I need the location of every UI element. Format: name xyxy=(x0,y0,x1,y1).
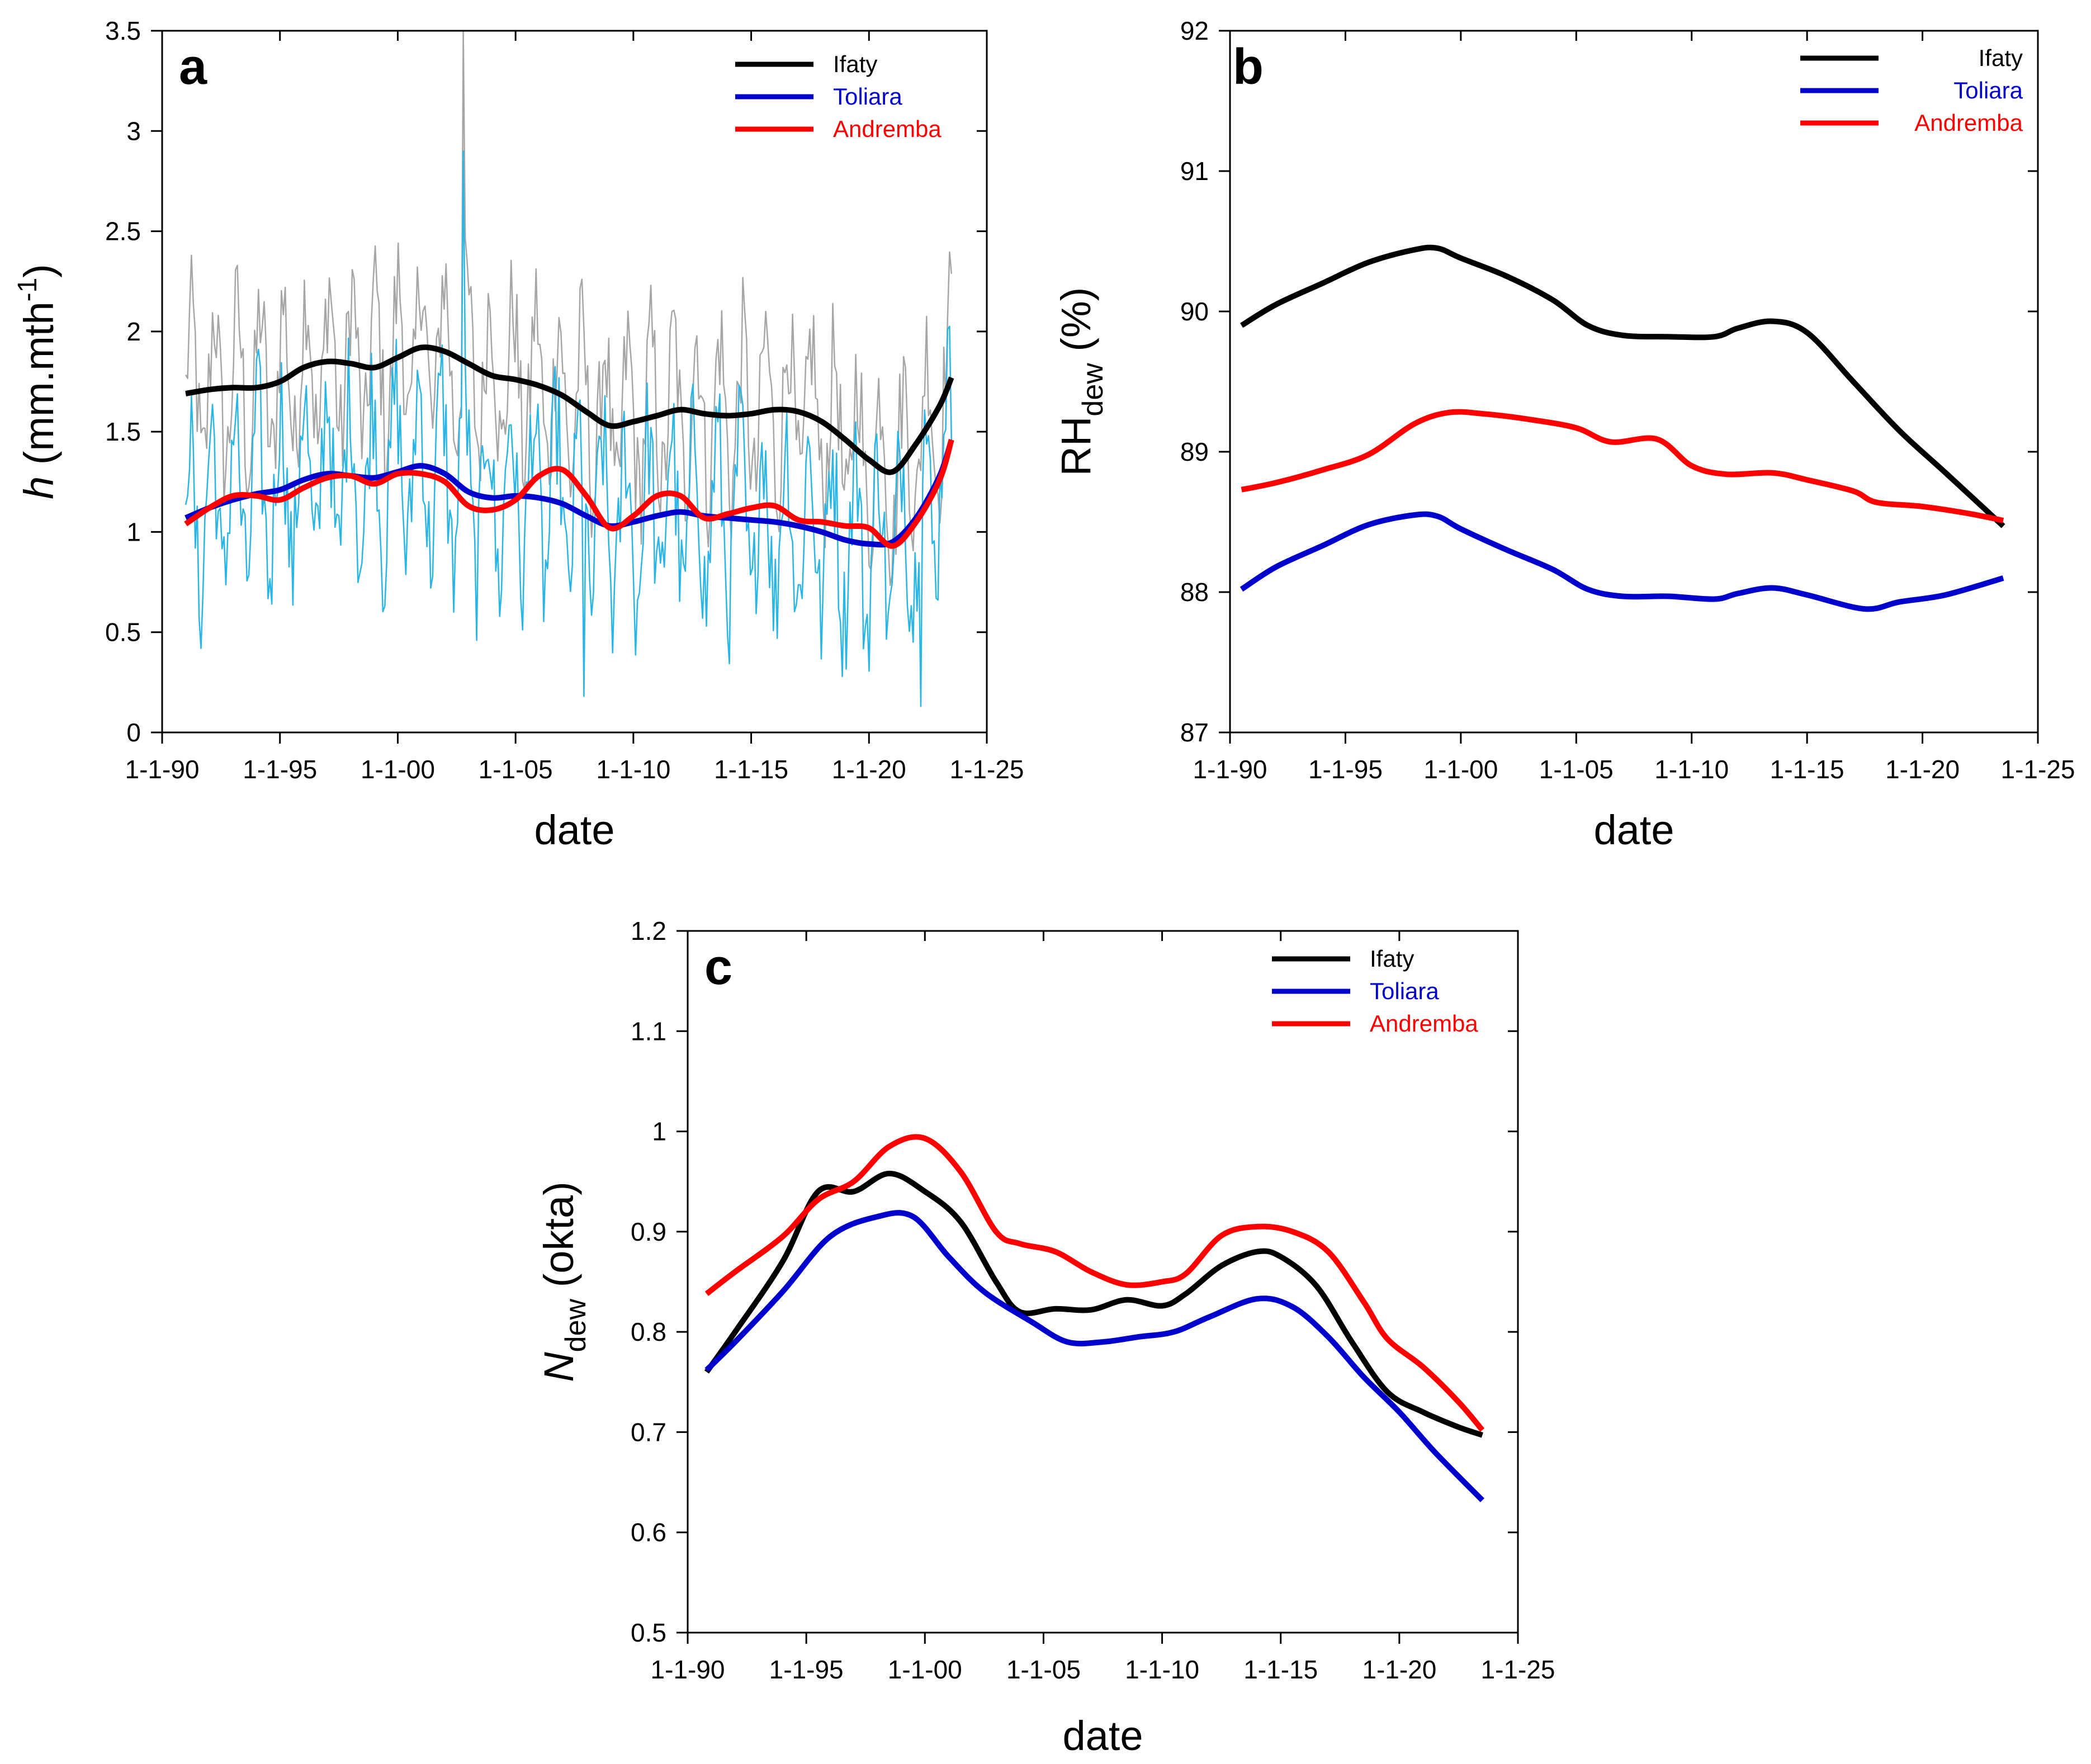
y-tick-label: 1 xyxy=(652,1117,666,1146)
x-tick-label: 1-1-20 xyxy=(832,755,906,784)
y-tick-label: 3.5 xyxy=(105,16,141,45)
series-line-toliara xyxy=(184,438,954,548)
y-tick-label: 2.5 xyxy=(105,217,141,246)
x-tick-label: 1-1-25 xyxy=(2001,755,2075,784)
x-tick-label: 1-1-00 xyxy=(361,755,435,784)
x-axis-title: date xyxy=(534,807,614,853)
y-tick-label: 0.5 xyxy=(631,1618,666,1647)
chart-panel-a: 1-1-90 1-1-95 1-1-00 1-1-05 1-1-10 1-1-15 1-1-… xyxy=(13,16,1024,853)
y-tick-label: 88 xyxy=(1180,578,1209,607)
x-tick-label: 1-1-90 xyxy=(125,755,200,784)
x-tick-label: 1-1-90 xyxy=(1193,755,1267,784)
panel-letter: c xyxy=(704,939,732,995)
x-tick-label: 1-1-15 xyxy=(714,755,788,784)
legend-label-ifaty: Ifaty xyxy=(833,51,877,77)
series-line-ifaty xyxy=(185,344,954,475)
x-tick-label: 1-1-25 xyxy=(1481,1655,1555,1684)
x-tick-label: 1-1-00 xyxy=(1423,755,1498,784)
y-tick-label: 87 xyxy=(1180,718,1209,747)
plot-frame xyxy=(161,30,988,734)
y-axis-title: Ndew (okta) xyxy=(536,1181,592,1382)
y-tick-label: 92 xyxy=(1180,16,1209,45)
legend-label-andremba: Andremba xyxy=(1370,1010,1478,1037)
x-axis-title: date xyxy=(1062,1713,1143,1759)
y-tick-label: 90 xyxy=(1180,297,1209,326)
x-tick-label: 1-1-05 xyxy=(1006,1655,1081,1684)
y-tick-label: 0.9 xyxy=(631,1217,666,1246)
x-tick-label: 1-1-20 xyxy=(1885,755,1960,784)
background-trace-ifaty-monthly xyxy=(185,30,953,587)
x-tick-label: 1-1-10 xyxy=(1654,755,1729,784)
chart-panel-b: 1-1-90 1-1-95 1-1-00 1-1-05 1-1-10 1-1-15 1-1-… xyxy=(1053,16,2075,853)
x-tick-label: 1-1-10 xyxy=(596,755,670,784)
y-tick-label: 0.6 xyxy=(631,1518,666,1547)
legend-label-toliara: Toliara xyxy=(1370,978,1439,1004)
series-line-andremba xyxy=(184,439,954,549)
x-axis-title: date xyxy=(1593,807,1674,853)
y-tick-label: 1 xyxy=(126,517,141,546)
x-tick-label: 1-1-05 xyxy=(1539,755,1614,784)
series-line-andremba xyxy=(704,1134,1485,1432)
x-tick-label: 1-1-25 xyxy=(950,755,1024,784)
series-line-ifaty xyxy=(704,1170,1484,1438)
series-line-ifaty xyxy=(1240,244,2005,528)
series-line-toliara xyxy=(1240,511,2004,612)
legend-label-toliara: Toliara xyxy=(833,83,902,110)
y-tick-label: 3 xyxy=(126,116,141,145)
x-tick-label: 1-1-20 xyxy=(1362,1655,1436,1684)
plot-frame xyxy=(1229,30,2039,734)
series-line-toliara xyxy=(704,1210,1484,1502)
y-tick-label: 1.1 xyxy=(631,1016,666,1046)
legend-label-ifaty: Ifaty xyxy=(1979,45,2023,71)
x-tick-label: 1-1-15 xyxy=(1770,755,1844,784)
legend-label-ifaty: Ifaty xyxy=(1370,945,1414,972)
x-tick-label: 1-1-95 xyxy=(1308,755,1383,784)
x-tick-label: 1-1-10 xyxy=(1125,1655,1199,1684)
panel-letter: a xyxy=(179,39,207,95)
x-tick-label: 1-1-95 xyxy=(769,1655,844,1684)
chart-panel-c: 1-1-90 1-1-95 1-1-00 1-1-05 1-1-10 1-1-15 1-1-… xyxy=(536,916,1555,1759)
x-tick-label: 1-1-15 xyxy=(1243,1655,1318,1684)
x-tick-label: 1-1-05 xyxy=(479,755,553,784)
y-tick-label: 91 xyxy=(1180,157,1209,186)
x-tick-label: 1-1-00 xyxy=(888,1655,962,1684)
y-tick-label: 89 xyxy=(1180,437,1209,466)
x-tick-label: 1-1-95 xyxy=(243,755,317,784)
legend-label-andremba: Andremba xyxy=(833,116,942,142)
y-axis-title: RHdew (%) xyxy=(1053,287,1109,476)
plot-frame xyxy=(687,930,1519,1634)
series-line-andremba xyxy=(1241,409,2004,523)
y-tick-label: 1.2 xyxy=(631,916,666,945)
y-tick-label: 0.8 xyxy=(631,1317,666,1346)
y-tick-label: 1.5 xyxy=(105,417,141,446)
background-trace-toliara-monthly xyxy=(184,150,953,707)
legend-label-toliara: Toliara xyxy=(1953,77,2023,103)
y-tick-label: 0.5 xyxy=(105,618,141,647)
y-tick-label: 2 xyxy=(126,317,141,346)
legend-label-andremba: Andremba xyxy=(1914,110,2023,136)
y-axis-title: h (mm.mth-1) xyxy=(13,264,62,499)
y-tick-label: 0.7 xyxy=(631,1417,666,1446)
panel-letter: b xyxy=(1233,39,1264,95)
y-tick-label: 0 xyxy=(126,718,141,747)
x-tick-label: 1-1-90 xyxy=(651,1655,725,1684)
